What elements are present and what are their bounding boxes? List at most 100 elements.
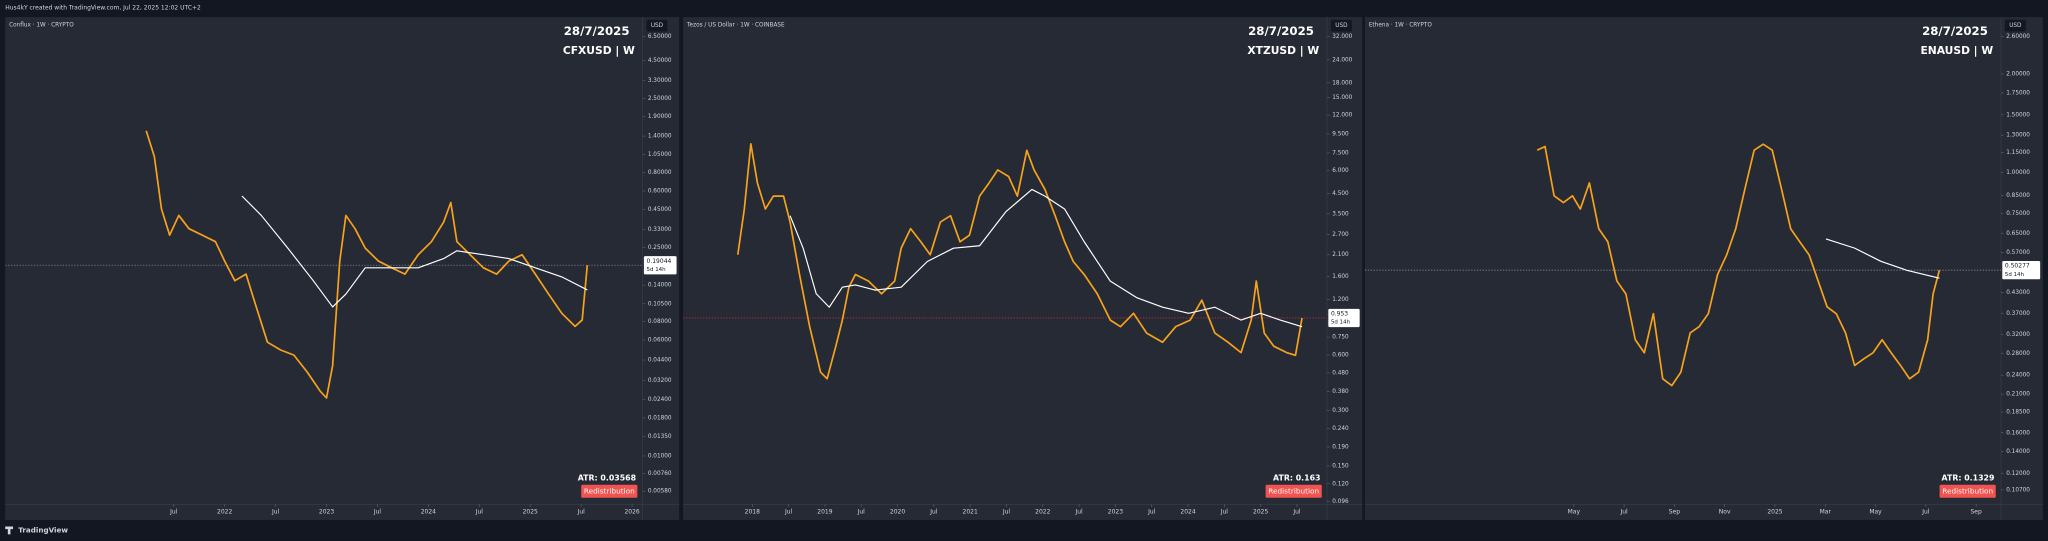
x-tick-label: 2025 <box>1253 509 1268 516</box>
chart-title: ENAUSD | W <box>1920 44 1993 57</box>
y-tick-label: 0.43000 <box>2006 290 2030 296</box>
x-tick-label: Mar <box>1820 509 1832 516</box>
pane-background <box>1364 17 2043 520</box>
y-tick-label: 0.240 <box>1332 426 1349 432</box>
y-tick-label: 1.30000 <box>2006 133 2030 139</box>
chart-pane: 32.000 24.000 18.000 15.000 12.000 9.500 7.500… <box>683 17 1363 520</box>
y-tick-label: 24.000 <box>1332 57 1352 63</box>
last-price-label: 0.50277 <box>2005 263 2030 270</box>
y-tick-label: 0.16000 <box>2006 430 2030 436</box>
logo-icon <box>5 526 14 535</box>
y-tick-label: 2.100 <box>1332 252 1349 258</box>
x-tick-label: 2023 <box>319 509 334 516</box>
y-tick-label: 12.000 <box>1332 113 1352 119</box>
price-line <box>736 142 1303 380</box>
x-tick-label: 2024 <box>1180 509 1195 516</box>
x-tick-label: Jul <box>929 509 938 516</box>
y-tick-label: 0.28000 <box>2006 351 2030 357</box>
chart-date: 28/7/2025 <box>564 24 630 38</box>
y-tick-label: 1.05000 <box>648 152 672 158</box>
currency-box <box>1330 19 1352 32</box>
currency-label: USD <box>2009 23 2022 29</box>
y-tick-label: 0.24000 <box>2006 373 2030 379</box>
y-tick-label: 0.01000 <box>648 453 672 459</box>
x-tick-label: 2024 <box>421 509 436 516</box>
y-tick-label: 7.500 <box>1332 150 1349 156</box>
y-tick-label: 0.10500 <box>648 301 672 307</box>
x-tick-label: 2023 <box>1108 509 1123 516</box>
y-tick-label: 0.120 <box>1332 481 1349 487</box>
moving-average <box>789 188 1303 328</box>
y-tick-label: 0.380 <box>1332 389 1349 395</box>
phase-badge <box>1939 484 1996 498</box>
currency-box <box>646 19 668 32</box>
countdown-label: 5d 14h <box>1331 320 1350 326</box>
y-tick-label: 0.37000 <box>2006 311 2030 317</box>
pane-header: Conflux · 1W · CRYPTO <box>9 22 74 28</box>
y-tick-label: 0.32000 <box>2006 332 2030 338</box>
y-tick-label: 1.200 <box>1332 297 1349 303</box>
y-tick-label: 2.50000 <box>648 96 672 102</box>
x-tick-label: Jul <box>857 509 866 516</box>
phase-badge <box>1265 484 1322 498</box>
y-tick-label: 3.500 <box>1332 211 1349 217</box>
y-tick-label: 18.000 <box>1332 80 1352 86</box>
atr-label: ATR: 0.163 <box>1273 474 1320 483</box>
currency-label: USD <box>1335 23 1348 29</box>
y-tick-label: 0.45000 <box>648 207 672 213</box>
x-tick-label: 2025 <box>523 509 538 516</box>
y-tick-label: 3.30000 <box>648 78 672 84</box>
y-tick-label: 1.00000 <box>2006 170 2030 176</box>
footer-logo: TradingView <box>18 525 68 534</box>
y-tick-label: 0.01350 <box>648 434 672 440</box>
x-tick-label: Jul <box>1619 509 1628 516</box>
last-price-label: 0.953 <box>1331 311 1348 318</box>
y-tick-label: 4.50000 <box>648 58 672 64</box>
y-tick-label: 0.75000 <box>2006 211 2030 217</box>
y-tick-label: 0.02400 <box>648 397 672 403</box>
pane-header: Ethena · 1W · CRYPTO <box>1369 22 1433 28</box>
y-tick-label: 0.80000 <box>648 170 672 176</box>
y-tick-label: 0.33000 <box>648 227 672 233</box>
currency-label: USD <box>651 23 664 29</box>
chart-date: 28/7/2025 <box>1922 24 1988 38</box>
y-tick-label: 0.190 <box>1332 445 1349 451</box>
x-tick-label: Jul <box>271 509 280 516</box>
chart-title: CFXUSD | W <box>563 44 635 57</box>
pane-header: Tezos / US Dollar · 1W · COINBASE <box>686 22 785 28</box>
y-tick-label: 1.15000 <box>2006 150 2030 156</box>
y-tick-label: 2.60000 <box>2006 34 2030 40</box>
y-tick-label: 0.00760 <box>648 471 672 477</box>
price-line <box>1536 143 1941 387</box>
x-tick-label: Jul <box>169 509 178 516</box>
chart-title: XTZUSD | W <box>1247 44 1319 57</box>
phase-label: Redistribution <box>584 486 635 495</box>
y-tick-label: 0.25000 <box>648 245 672 251</box>
x-tick-label: Jul <box>577 509 586 516</box>
pane-background <box>683 17 1363 520</box>
chart-pane: 6.50000 4.50000 3.30000 2.50000 1.90000 1.400… <box>5 17 680 520</box>
y-tick-label: 2.700 <box>1332 232 1349 238</box>
y-tick-label: 0.00580 <box>648 489 672 495</box>
x-tick-label: 2021 <box>963 509 978 516</box>
x-tick-label: 2026 <box>624 509 639 516</box>
y-tick-label: 0.10700 <box>2006 487 2030 493</box>
y-tick-label: 0.57000 <box>2006 250 2030 256</box>
y-tick-label: 0.600 <box>1332 353 1349 359</box>
x-tick-label: Jul <box>373 509 382 516</box>
currency-box <box>2004 19 2026 32</box>
x-tick-label: Sep <box>1970 509 1982 516</box>
x-tick-label: May <box>1568 509 1581 516</box>
x-tick-label: 2020 <box>890 509 905 516</box>
last-price-box <box>1328 308 1360 328</box>
y-tick-label: 0.14000 <box>2006 449 2030 455</box>
y-tick-label: 1.50000 <box>2006 112 2030 118</box>
y-tick-label: 32.000 <box>1332 34 1352 40</box>
y-tick-label: 0.21000 <box>2006 392 2030 398</box>
x-tick-label: Jul <box>1074 509 1083 516</box>
x-tick-label: 2022 <box>1035 509 1050 516</box>
y-tick-label: 0.750 <box>1332 335 1349 341</box>
pane-background <box>5 17 680 520</box>
y-tick-label: 0.18500 <box>2006 410 2030 416</box>
